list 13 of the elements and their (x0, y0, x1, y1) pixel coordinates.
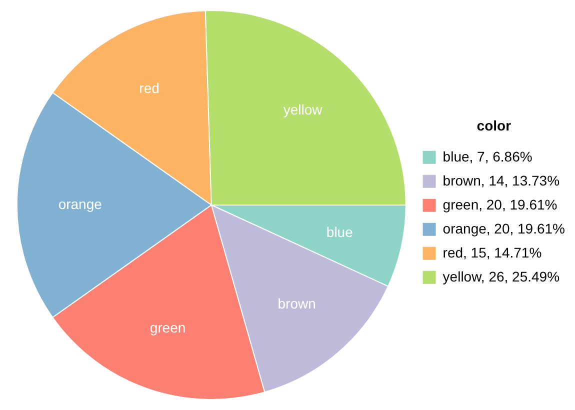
legend-title: color (476, 117, 512, 134)
legend-label: red, 15, 14.71% (442, 244, 542, 260)
legend-label: yellow, 26, 25.49% (442, 268, 560, 284)
data-label: green (150, 320, 186, 336)
legend-label: brown, 14, 13.73% (442, 172, 560, 188)
data-label: brown (278, 296, 316, 312)
data-label: red (139, 80, 160, 96)
data-label: blue (326, 224, 354, 240)
legend-label: blue, 7, 6.86% (442, 148, 532, 164)
data-label: yellow (283, 102, 324, 118)
legend-label: orange, 20, 19.61% (442, 220, 566, 236)
legend-label: green, 20, 19.61% (442, 196, 558, 212)
data-label: orange (58, 196, 102, 212)
